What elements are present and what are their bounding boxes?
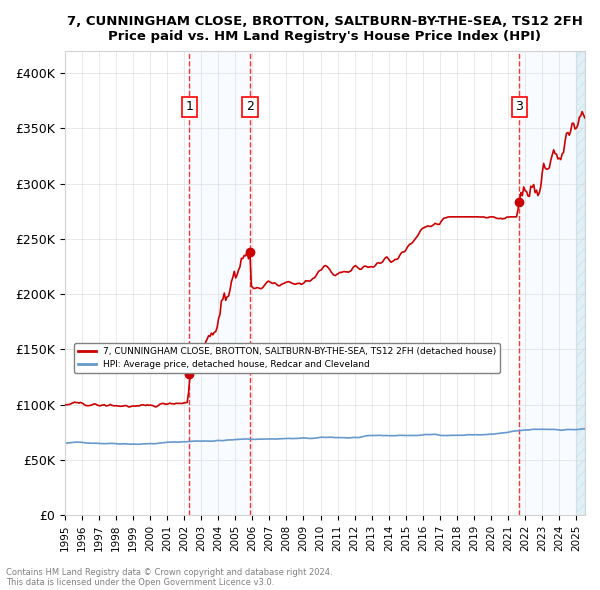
Text: 3: 3 — [515, 100, 523, 113]
Text: 1: 1 — [185, 100, 193, 113]
Text: 2: 2 — [246, 100, 254, 113]
Title: 7, CUNNINGHAM CLOSE, BROTTON, SALTBURN-BY-THE-SEA, TS12 2FH
Price paid vs. HM La: 7, CUNNINGHAM CLOSE, BROTTON, SALTBURN-B… — [67, 15, 583, 43]
Bar — [520, 51, 585, 515]
Text: Contains HM Land Registry data © Crown copyright and database right 2024.
This d: Contains HM Land Registry data © Crown c… — [6, 568, 332, 587]
Legend: 7, CUNNINGHAM CLOSE, BROTTON, SALTBURN-BY-THE-SEA, TS12 2FH (detached house), HP: 7, CUNNINGHAM CLOSE, BROTTON, SALTBURN-B… — [74, 343, 500, 373]
Bar — [577, 51, 585, 515]
Bar — [190, 51, 250, 515]
